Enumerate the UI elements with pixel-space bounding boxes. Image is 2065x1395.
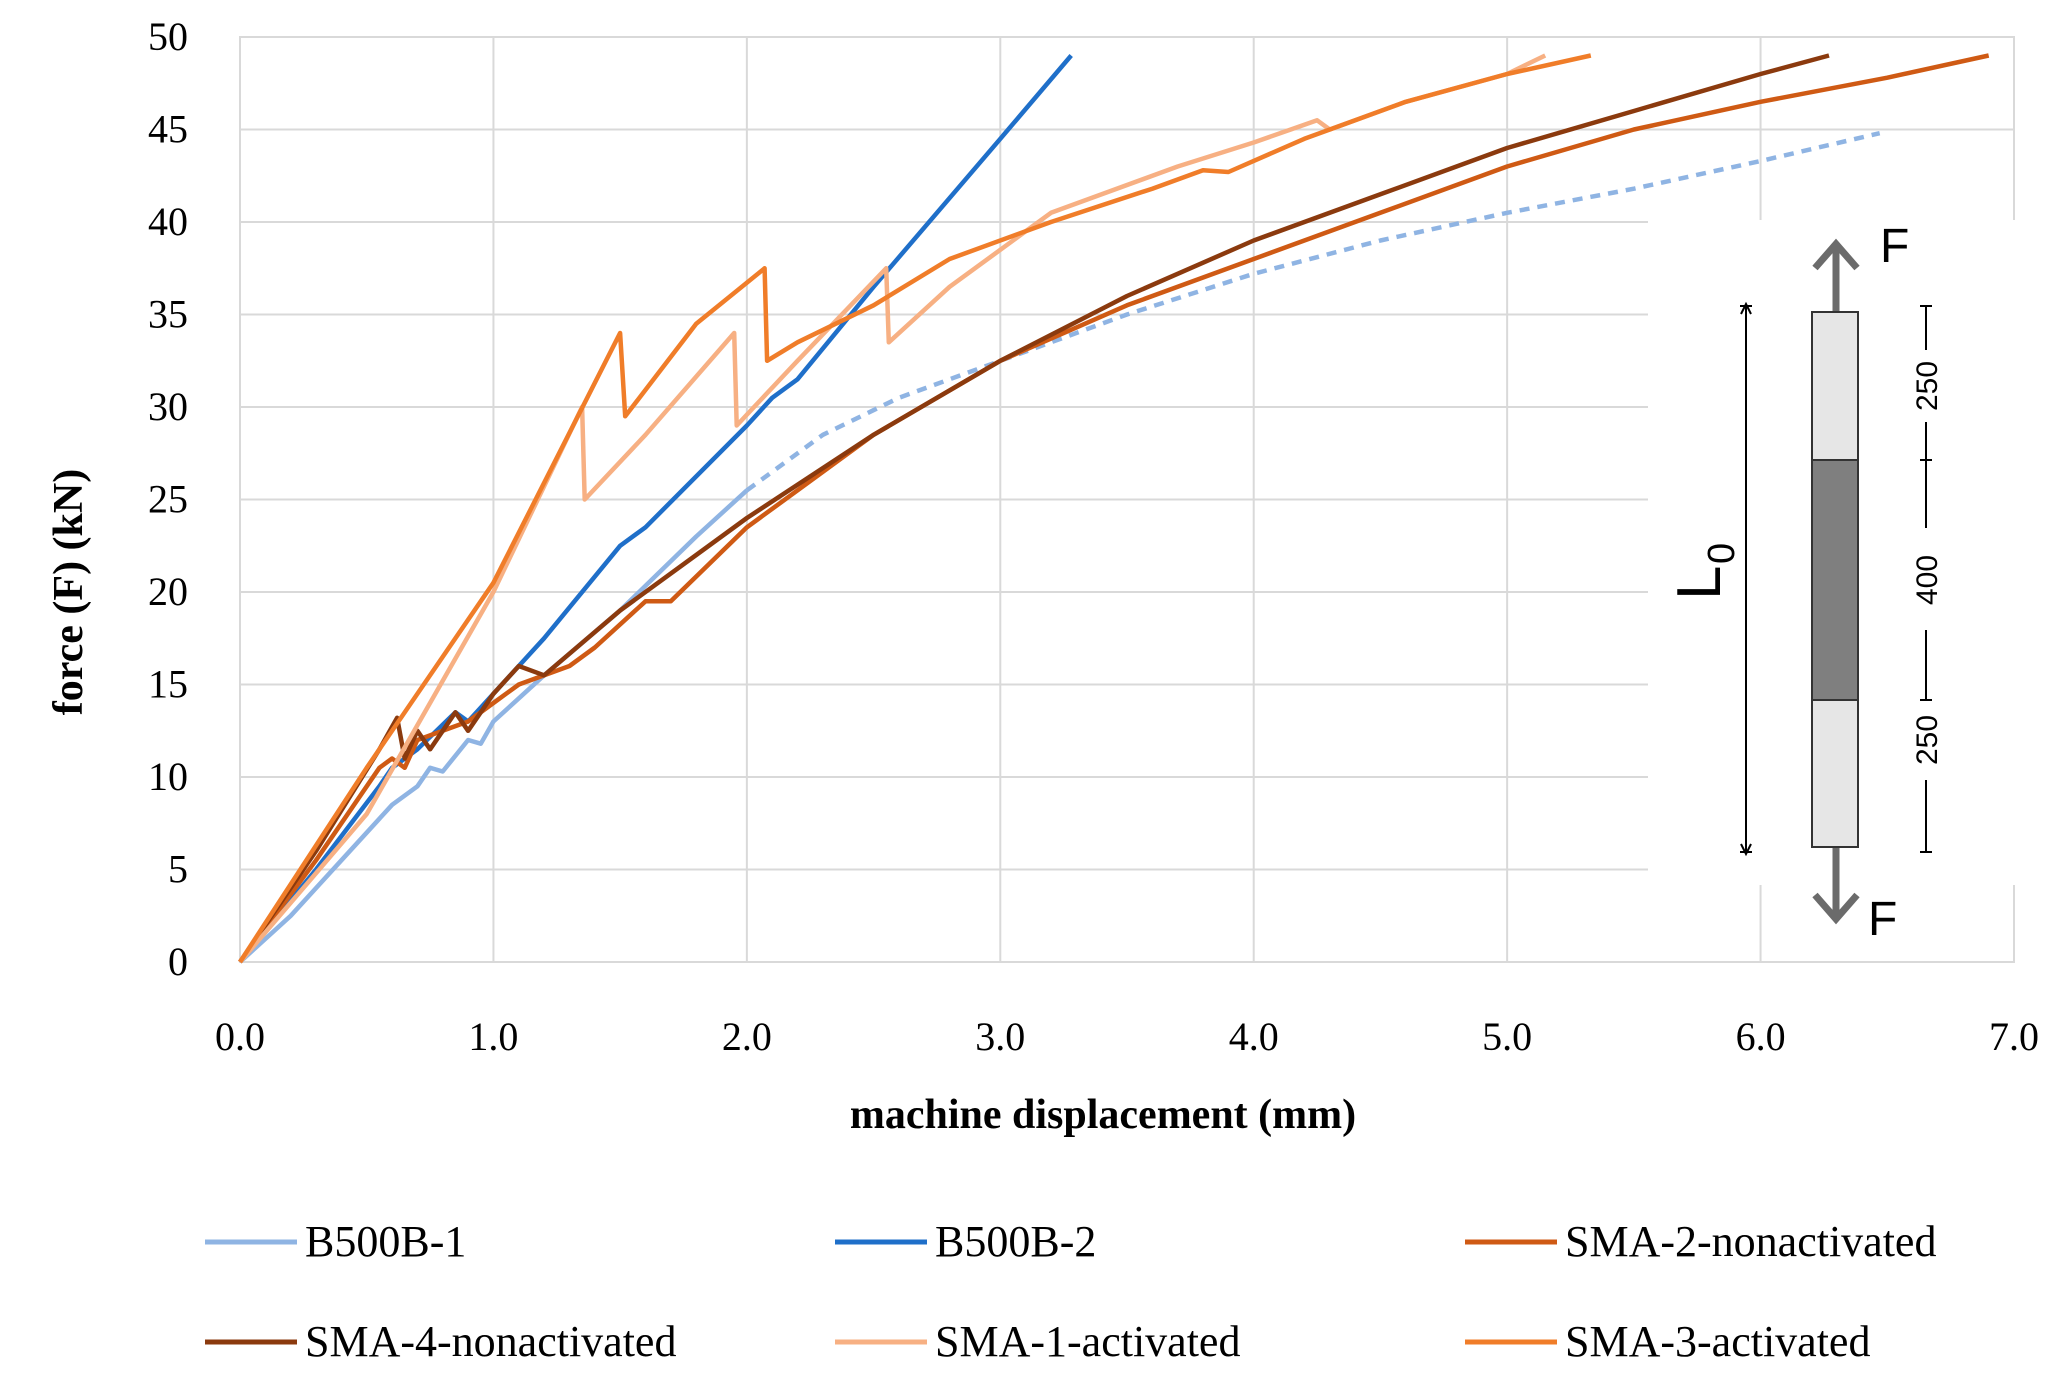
- force-label-top: F: [1880, 220, 1909, 273]
- x-tick-label: 2.0: [722, 1014, 772, 1059]
- force-label-bottom: F: [1868, 893, 1897, 946]
- x-tick-label: 7.0: [1989, 1014, 2039, 1059]
- specimen-active-section: [1811, 459, 1859, 701]
- y-tick-label: 50: [148, 14, 188, 59]
- dim-label-middle: 400: [1911, 555, 1944, 605]
- length-subscript: 0: [1701, 543, 1743, 564]
- legend-label: SMA-2-nonactivated: [1565, 1217, 1936, 1266]
- y-tick-label: 15: [148, 662, 188, 707]
- x-tick-label: 0.0: [215, 1014, 265, 1059]
- x-tick-label: 6.0: [1736, 1014, 1786, 1059]
- y-tick-label: 25: [148, 477, 188, 522]
- x-tick-label: 4.0: [1229, 1014, 1279, 1059]
- dim-label-bottom: 250: [1911, 715, 1944, 765]
- y-tick-label: 5: [168, 847, 188, 892]
- y-tick-label: 0: [168, 939, 188, 984]
- legend-label: SMA-3-activated: [1565, 1317, 1870, 1366]
- up-arrow-icon: [1812, 238, 1860, 312]
- legend-label: B500B-2: [935, 1217, 1096, 1266]
- series-line-b500b-2: [238, 54, 1073, 964]
- dim-label-top: 250: [1911, 361, 1944, 411]
- legend-label: SMA-4-nonactivated: [305, 1317, 676, 1366]
- y-tick-label: 40: [148, 199, 188, 244]
- series-line-sma-4-nonactivated: [238, 53, 1830, 964]
- specimen-inset-diagram: F F L 0 250: [1648, 220, 2020, 946]
- x-tick-label: 5.0: [1482, 1014, 1532, 1059]
- y-tick-label: 30: [148, 384, 188, 429]
- series-line-sma-1-activated: [238, 53, 1547, 964]
- y-tick-label: 35: [148, 292, 188, 337]
- series-line-b500b-1-dashed: [745, 131, 1881, 493]
- series-line-sma-3-activated: [238, 53, 1592, 964]
- series-layer: [238, 53, 1990, 964]
- y-axis-title: force (F) (kN): [46, 469, 92, 715]
- right-dimension-chain: [1920, 305, 1932, 853]
- y-tick-label: 45: [148, 107, 188, 152]
- x-axis-ticks: 0.0 1.0 2.0 3.0 4.0 5.0 6.0 7.0: [215, 1014, 2039, 1059]
- series-line-sma-2-nonactivated: [238, 53, 1990, 964]
- y-tick-label: 20: [148, 569, 188, 614]
- down-arrow-icon: [1812, 848, 1860, 925]
- y-tick-label: 10: [148, 754, 188, 799]
- legend-label: SMA-1-activated: [935, 1317, 1240, 1366]
- x-tick-label: 3.0: [975, 1014, 1025, 1059]
- x-axis-title: machine displacement (mm): [850, 1092, 1356, 1138]
- length-label: L: [1665, 566, 1734, 600]
- x-tick-label: 1.0: [468, 1014, 518, 1059]
- l0-dimension-line: [1740, 301, 1752, 857]
- legend-label: B500B-1: [305, 1217, 466, 1266]
- y-axis-ticks: 0 5 10 15 20 25 30 35 40 45 50: [148, 14, 188, 984]
- legend: B500B-1 B500B-2 SMA-2-nonactivated SMA-4-no…: [205, 1217, 1936, 1366]
